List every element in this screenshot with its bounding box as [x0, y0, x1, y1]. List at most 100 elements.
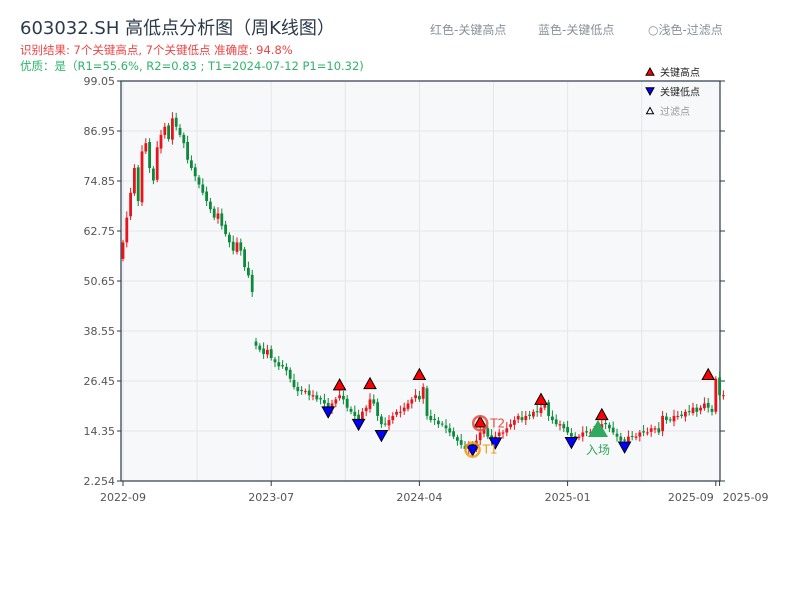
- t1-circle: [464, 441, 481, 458]
- candle-body: [140, 151, 144, 203]
- candle-body: [535, 411, 539, 413]
- candle-body: [570, 433, 573, 437]
- candle-body: [273, 359, 277, 363]
- candle-body: [406, 403, 410, 409]
- candle-body: [364, 407, 368, 412]
- candle-body: [486, 428, 490, 437]
- candle-body: [444, 425, 448, 429]
- candle-body: [133, 167, 136, 194]
- key-low-marker: [564, 437, 579, 450]
- header-legend-high: 红色-关键高点: [430, 23, 507, 37]
- candle-body: [383, 423, 387, 425]
- candle-body: [672, 415, 676, 422]
- legend-item-label: 关键低点: [660, 86, 700, 99]
- candle-body: [448, 428, 452, 433]
- candle-body: [391, 415, 395, 421]
- candle-body: [334, 399, 338, 404]
- candle-body: [148, 141, 151, 168]
- candle-body: [296, 387, 300, 392]
- candle-body: [543, 403, 547, 408]
- candle-body: [414, 395, 417, 399]
- candle-body: [429, 415, 433, 421]
- candle-body: [649, 428, 653, 432]
- candle-body: [642, 431, 645, 433]
- y-tick-label: 86.95: [84, 125, 116, 138]
- candle-body: [566, 427, 569, 433]
- candle-body: [456, 437, 459, 441]
- candle-body: [201, 184, 205, 193]
- candle-body: [520, 417, 524, 421]
- key-low-marker: [488, 437, 503, 450]
- candle-body: [125, 217, 129, 243]
- legend-high-icon: [645, 66, 655, 76]
- candle-body: [319, 398, 322, 400]
- candle-body: [304, 391, 307, 393]
- candle-body: [478, 432, 482, 441]
- candle-body: [524, 415, 528, 421]
- candle-body: [121, 242, 125, 259]
- candle-body: [190, 160, 193, 168]
- candle-body: [459, 440, 463, 445]
- entry-label: 入场: [586, 443, 610, 457]
- candle-body: [657, 428, 661, 433]
- candle-body: [509, 424, 512, 428]
- candle-body: [186, 141, 189, 160]
- x-tick-label: 2025-09: [668, 491, 714, 504]
- candle-body: [231, 241, 235, 251]
- candle-body: [516, 415, 520, 420]
- candle-body: [482, 428, 486, 434]
- candle-body: [338, 395, 341, 399]
- candle-body: [611, 427, 615, 433]
- candle-body: [209, 201, 212, 210]
- candle-body: [250, 274, 254, 292]
- legend-low-icon: [645, 87, 655, 97]
- candle-body: [212, 208, 216, 218]
- candle-body: [235, 242, 239, 252]
- candle-body: [144, 143, 148, 152]
- candle-body: [661, 415, 664, 432]
- candle-body: [323, 400, 326, 404]
- candle-body: [615, 433, 619, 437]
- candle-body: [402, 407, 406, 412]
- entry-marker: [588, 419, 608, 437]
- candle-body: [197, 177, 201, 185]
- candle-body: [676, 415, 680, 417]
- candle-body: [706, 402, 710, 408]
- y-tick-label: 62.75: [84, 225, 116, 238]
- candle-body: [307, 390, 311, 396]
- candle-body: [539, 407, 543, 414]
- candle-body: [224, 224, 227, 235]
- candle-body: [262, 348, 265, 354]
- header-legend-low: 蓝色-关键低点: [538, 23, 615, 37]
- key-low-marker: [617, 441, 632, 454]
- candle-body: [505, 428, 509, 433]
- candle-body: [501, 432, 505, 434]
- key-high-marker: [332, 378, 347, 391]
- candle-body: [342, 395, 345, 400]
- candle-body: [551, 416, 554, 421]
- candle-body: [380, 416, 383, 425]
- header-legend-filtered: ○浅色-过滤点: [648, 23, 723, 37]
- candle-body: [368, 399, 372, 409]
- candle-body: [528, 414, 531, 416]
- candle-body: [395, 411, 398, 415]
- candle-body: [155, 147, 159, 180]
- candle-body: [277, 362, 281, 367]
- x-tick-label: 2025-09: [723, 491, 769, 504]
- key-high-marker: [594, 407, 609, 421]
- candle-body: [714, 378, 718, 412]
- candle-body: [349, 408, 353, 412]
- legend-item-label: 关键高点: [660, 66, 700, 79]
- candle-body: [372, 399, 376, 404]
- candle-body: [410, 399, 414, 404]
- candle-body: [646, 432, 649, 434]
- key-high-marker: [701, 367, 716, 381]
- quality-subtitle: 优质：是（R1=55.6%, R2=0.83 ; T1=2024-07-12 P…: [20, 59, 364, 73]
- legend-filtered-icon: [645, 106, 655, 115]
- x-tick-label: 2025-01: [545, 491, 591, 504]
- candle-body: [182, 134, 186, 144]
- x-tick-label: 2022-09: [100, 491, 146, 504]
- legend-item-label: 过滤点: [660, 105, 690, 118]
